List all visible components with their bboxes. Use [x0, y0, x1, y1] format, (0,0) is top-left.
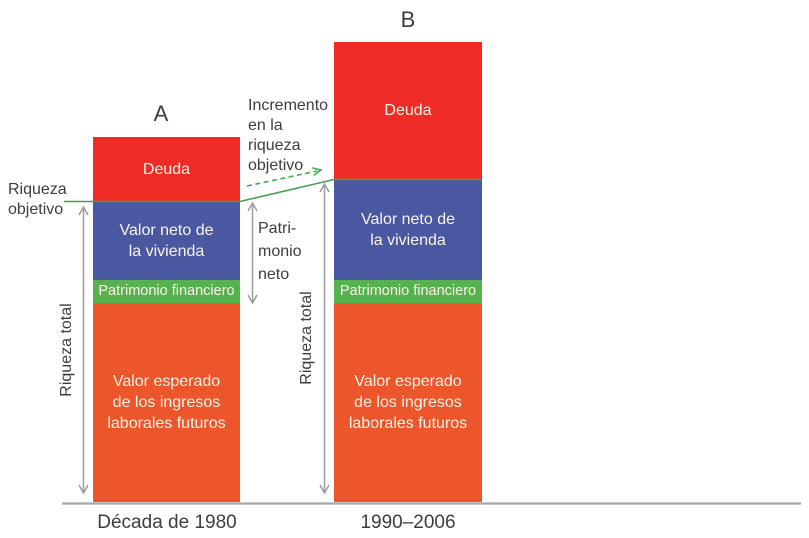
panel-label-a: A	[153, 101, 169, 126]
vivienda-a-line1: Valor neto de	[119, 221, 214, 239]
segment-financiero-b-label: Patrimonio financiero	[339, 283, 477, 299]
riqueza-total-a-arrow	[78, 205, 89, 495]
patrimonio-neto-line3: neto	[258, 266, 290, 283]
segment-laboral-b: Valor esperado de los ingresos laborales…	[334, 303, 482, 502]
arrow-down-icon	[319, 484, 330, 495]
incremento-line4: objetivo	[248, 157, 304, 174]
vivienda-a-line2: la vivienda	[128, 242, 205, 260]
incremento-line2: en la	[248, 117, 283, 134]
arrow-up-icon	[247, 201, 258, 212]
arrow-down-icon	[247, 294, 258, 305]
arrow-up-icon	[78, 205, 89, 216]
patrimonio-neto-label: Patri- monio neto	[258, 217, 328, 286]
laboral-a-line3: laborales futuros	[107, 415, 226, 432]
x-axis-label-decada-1980: Década de 1980	[97, 512, 237, 533]
riqueza-objetivo-line2: objetivo	[8, 201, 64, 218]
panel-label-b: B	[400, 7, 416, 32]
arrow-down-icon	[78, 484, 89, 495]
incremento-line1: Incremento	[248, 97, 329, 114]
segment-deuda-a-label: Deuda	[142, 160, 191, 178]
patrimonio-neto-arrow	[247, 201, 258, 305]
riqueza-total-a-label: Riqueza total	[58, 303, 75, 397]
patrimonio-neto-line1: Patri-	[258, 220, 297, 237]
segment-deuda-b-label: Deuda	[384, 102, 432, 119]
segment-financiero-a-label: Patrimonio financiero	[98, 283, 235, 299]
vivienda-b-line2: la vivienda	[370, 231, 446, 249]
laboral-b-line1: Valor esperado	[354, 373, 462, 390]
riqueza-objetivo-label: Riqueza objetivo	[8, 180, 78, 220]
patrimonio-neto-line2: monio	[258, 243, 302, 260]
laboral-a-line1: Valor esperado	[112, 373, 221, 390]
incremento-label: Incremento en la riqueza objetivo	[248, 96, 338, 176]
riqueza-objetivo-line1: Riqueza	[8, 181, 67, 198]
segment-laboral-a: Valor esperado de los ingresos laborales…	[93, 303, 240, 502]
segment-vivienda-b: Valor neto de la vivienda	[334, 179, 482, 280]
vivienda-b-line1: Valor neto de	[361, 210, 455, 228]
segment-financiero-a: Patrimonio financiero	[93, 280, 240, 303]
riqueza-total-b-label: Riqueza total	[298, 291, 315, 385]
segment-deuda-b: Deuda	[334, 42, 482, 179]
laboral-b-line2: de los ingresos	[354, 394, 462, 411]
segment-deuda-a: Deuda	[93, 137, 240, 201]
incremento-line3: riqueza	[248, 137, 301, 154]
laboral-a-line2: de los ingresos	[112, 394, 221, 411]
segment-vivienda-b-label: Valor neto de la vivienda	[361, 209, 455, 251]
segment-vivienda-a: Valor neto de la vivienda	[93, 201, 240, 280]
segment-laboral-b-label: Valor esperado de los ingresos laborales…	[349, 371, 467, 434]
x-axis-label-1990-2006: 1990–2006	[360, 512, 456, 533]
segment-vivienda-a-label: Valor neto de la vivienda	[120, 220, 214, 262]
arrow-up-icon	[319, 182, 330, 193]
segment-laboral-a-label: Valor esperado de los ingresos laborales…	[107, 371, 225, 434]
laboral-b-line3: laborales futuros	[348, 415, 468, 432]
segment-financiero-b: Patrimonio financiero	[334, 280, 482, 303]
